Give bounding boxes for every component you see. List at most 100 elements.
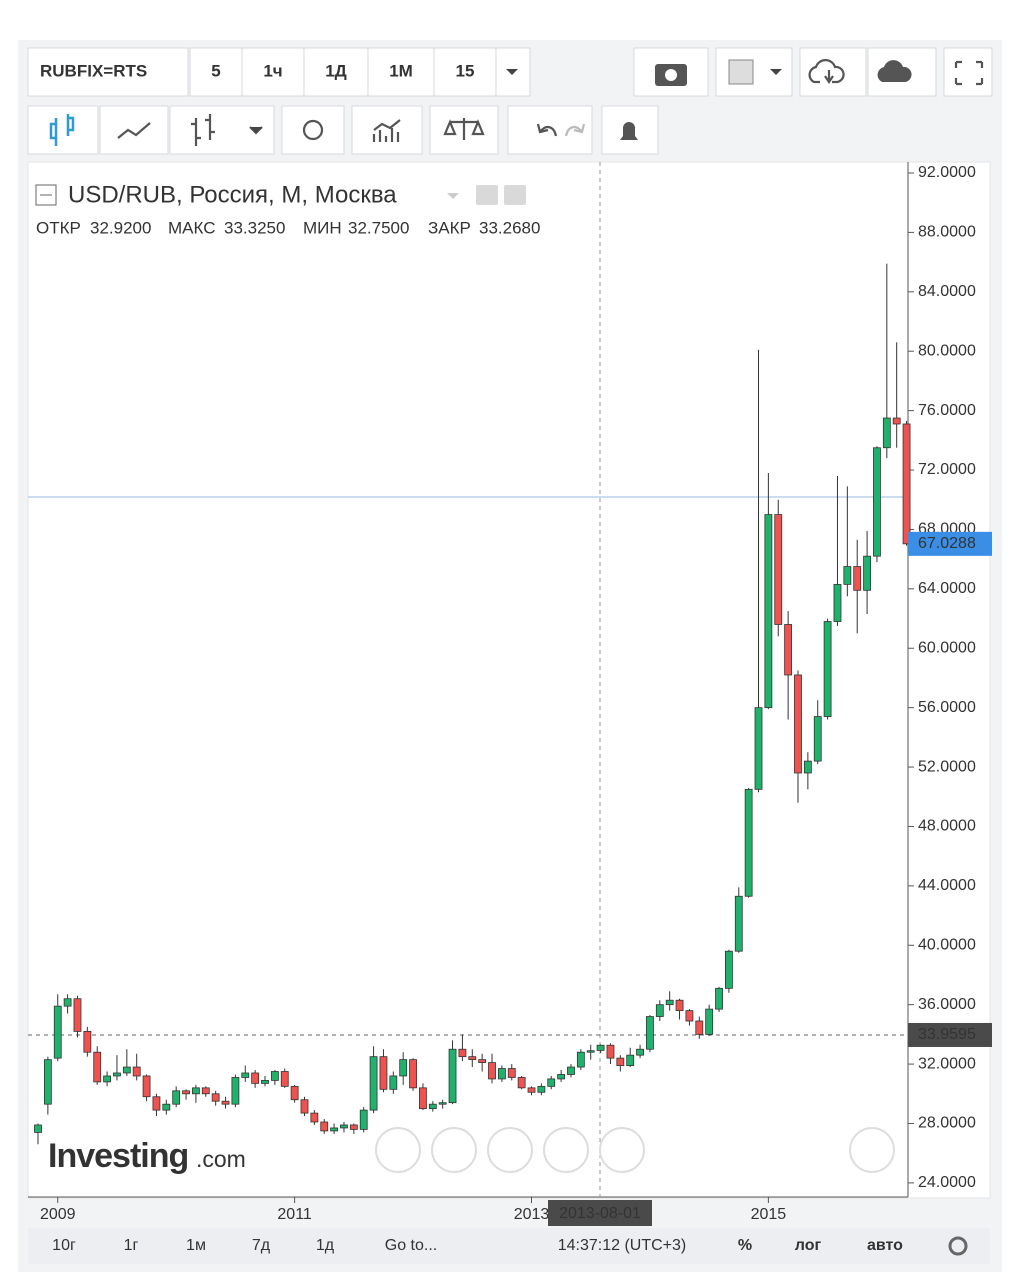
candle-body: [537, 1085, 546, 1093]
compare-icon: [443, 118, 485, 140]
interval-button[interactable]: [303, 47, 369, 97]
nav-button[interactable]: [849, 1127, 895, 1173]
candle-body: [280, 1071, 289, 1087]
y-tick-label: 60.0000: [918, 639, 976, 656]
scale-option[interactable]: %: [738, 1237, 752, 1254]
nav-button[interactable]: [599, 1127, 645, 1173]
color-button[interactable]: [715, 47, 793, 97]
candle-body: [803, 760, 812, 774]
y-tick-label: 80.0000: [918, 342, 976, 359]
candle-body: [132, 1066, 141, 1077]
candle-body: [192, 1087, 200, 1095]
candle-body: [93, 1051, 102, 1083]
load-icon: [808, 59, 845, 84]
candle-body: [873, 447, 881, 557]
candle-body: [428, 1103, 437, 1110]
candle-body: [221, 1100, 230, 1105]
nav-button[interactable]: [431, 1127, 477, 1173]
tool-row: [27, 105, 659, 155]
candle-body: [517, 1077, 526, 1089]
settings-button[interactable]: [281, 105, 345, 155]
settings-gear[interactable]: [948, 1236, 968, 1256]
nav-button[interactable]: [487, 1127, 533, 1173]
y-tick-label: 36.0000: [918, 996, 976, 1013]
scale-option[interactable]: авто: [867, 1237, 903, 1254]
candle-body: [399, 1059, 408, 1077]
candle-body: [359, 1109, 368, 1130]
candle-body: [655, 1004, 664, 1017]
x-tick-label: 2013: [514, 1206, 550, 1223]
y-tick-label: 28.0000: [918, 1115, 976, 1132]
candle-body: [665, 999, 674, 1006]
candle-body: [527, 1087, 536, 1093]
indicators-button[interactable]: [351, 105, 423, 155]
dropdown-arrow: [250, 127, 262, 133]
candle-body: [488, 1062, 496, 1080]
candle-body: [349, 1124, 358, 1130]
nav-button[interactable]: [375, 1127, 421, 1173]
candle-body: [764, 514, 773, 709]
undo-icon: [536, 123, 558, 137]
interval-label: 1М: [389, 61, 413, 80]
candle-body: [53, 1005, 62, 1059]
x-tick-label: 2015: [751, 1206, 787, 1223]
range-button[interactable]: 1м: [186, 1237, 206, 1254]
interval-button[interactable]: [433, 47, 497, 97]
candle-body: [813, 716, 822, 762]
range-button[interactable]: 7д: [252, 1237, 271, 1254]
candle-body: [468, 1056, 477, 1061]
crosshair-label: 2013-08-01: [559, 1205, 641, 1222]
candle-body: [419, 1087, 427, 1110]
y-tick-label: 72.0000: [918, 461, 976, 478]
ohlc-label: ЗАКР: [428, 218, 471, 237]
candle-body: [152, 1096, 161, 1111]
candle-body: [113, 1072, 121, 1077]
line-button[interactable]: [99, 105, 169, 155]
title-dropdown[interactable]: [447, 193, 459, 199]
candle-body: [438, 1102, 447, 1105]
series-settings-icon[interactable]: [504, 185, 526, 205]
indicators-icon: [372, 119, 401, 142]
symbol-box[interactable]: [27, 47, 189, 97]
candle-body: [290, 1085, 299, 1101]
candle-body: [340, 1124, 348, 1129]
ohlc-value: 32.7500: [348, 218, 409, 237]
watermark-brand: Investing: [48, 1137, 188, 1175]
save-icon: [877, 60, 912, 82]
candle-body: [833, 583, 842, 622]
scale-option[interactable]: лог: [795, 1237, 822, 1254]
range-button[interactable]: 10г: [52, 1237, 76, 1254]
candle-body: [83, 1031, 92, 1053]
candle-body: [715, 987, 723, 1010]
candle-body: [122, 1066, 131, 1074]
candle-body: [34, 1124, 42, 1133]
candle-body: [734, 895, 743, 952]
bottom-bar: [28, 1228, 990, 1264]
ohlc-value: 32.9200: [90, 218, 151, 237]
last-price-tag: [908, 531, 992, 556]
nav-button[interactable]: [543, 1127, 589, 1173]
candle-body: [369, 1056, 378, 1111]
candle-body: [507, 1068, 516, 1078]
fullscreen-button[interactable]: [943, 47, 993, 97]
goto-button[interactable]: Go to...: [385, 1237, 437, 1254]
candle-body: [705, 1008, 714, 1035]
candle-body: [754, 707, 763, 790]
range-button[interactable]: 1д: [316, 1237, 335, 1254]
candle-body: [300, 1099, 309, 1114]
candle-body: [744, 788, 753, 897]
y-tick-label: 88.0000: [918, 224, 976, 241]
candles-button[interactable]: [27, 105, 99, 155]
candle-body: [823, 621, 832, 717]
y-tick-label: 32.0000: [918, 1055, 976, 1072]
candle-body: [389, 1075, 398, 1090]
candle-body: [547, 1078, 556, 1087]
ohlc-value: 33.3250: [224, 218, 285, 237]
candle-body: [73, 998, 82, 1032]
ohlc-label: ОТКР: [36, 218, 81, 237]
range-button[interactable]: 1г: [124, 1237, 139, 1254]
visibility-icon[interactable]: [476, 185, 498, 205]
candle-body: [695, 1020, 704, 1035]
line-icon: [117, 122, 151, 139]
